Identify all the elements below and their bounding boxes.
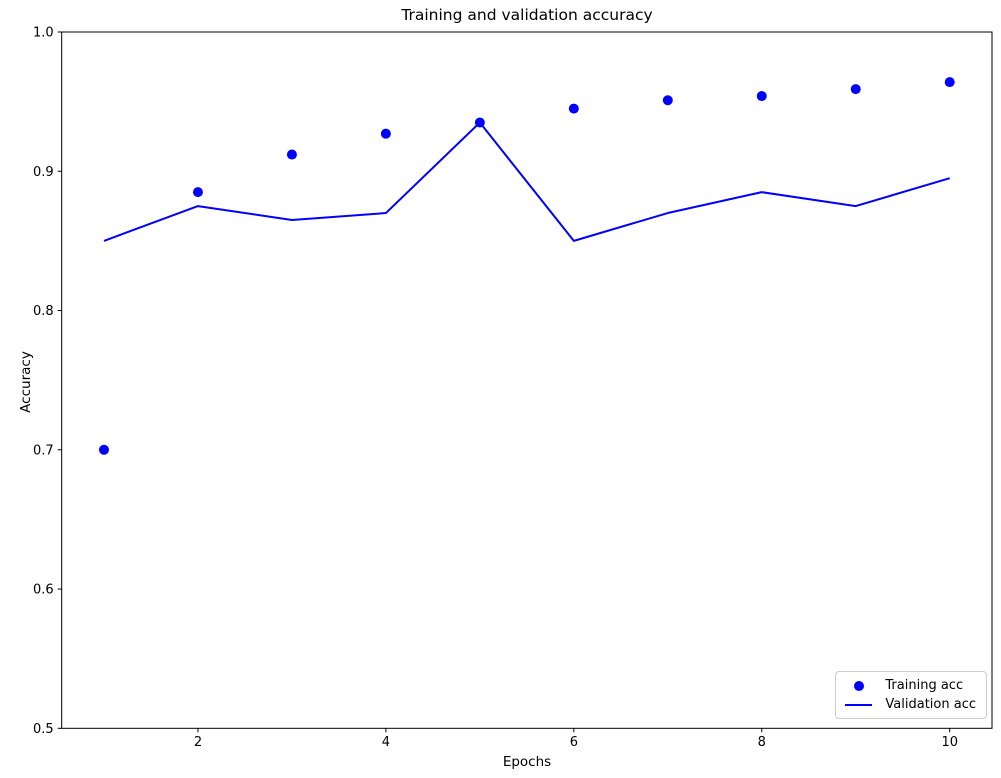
training-point <box>192 187 203 198</box>
x-tick-label: 6 <box>570 735 578 750</box>
y-tick-label: 0.5 <box>33 722 54 737</box>
legend-item-training-acc: Training acc <box>845 676 976 695</box>
x-tick-label: 8 <box>758 735 766 750</box>
x-tick-label: 10 <box>941 735 958 750</box>
training-point <box>286 149 297 160</box>
legend: Training acc Validation acc <box>835 671 987 719</box>
training-point <box>756 91 767 102</box>
training-point <box>850 84 861 95</box>
chart-title: Training and validation accuracy <box>401 6 653 24</box>
y-tick-label: 0.8 <box>33 304 54 319</box>
x-axis-label: Epochs <box>502 754 552 770</box>
legend-label-validation: Validation acc <box>885 697 976 712</box>
training-acc-dot-icon <box>845 680 872 691</box>
axes-box <box>61 31 993 729</box>
validation-line <box>103 121 950 242</box>
y-axis-label: Accuracy <box>18 351 34 413</box>
x-tick-label: 2 <box>194 735 202 750</box>
training-point <box>662 95 673 106</box>
y-tick-label: 0.6 <box>33 583 54 598</box>
training-point <box>568 103 579 114</box>
x-tick-label: 4 <box>382 735 390 750</box>
legend-label-training: Training acc <box>885 678 964 693</box>
training-point <box>944 77 955 88</box>
y-tick-label: 0.9 <box>33 165 54 180</box>
validation-acc-line-icon <box>845 703 873 706</box>
y-tick-label: 0.7 <box>33 443 54 458</box>
y-tick-label: 1.0 <box>33 26 54 41</box>
training-point <box>98 444 109 455</box>
legend-item-validation-acc: Validation acc <box>845 695 976 714</box>
training-point <box>380 128 391 139</box>
